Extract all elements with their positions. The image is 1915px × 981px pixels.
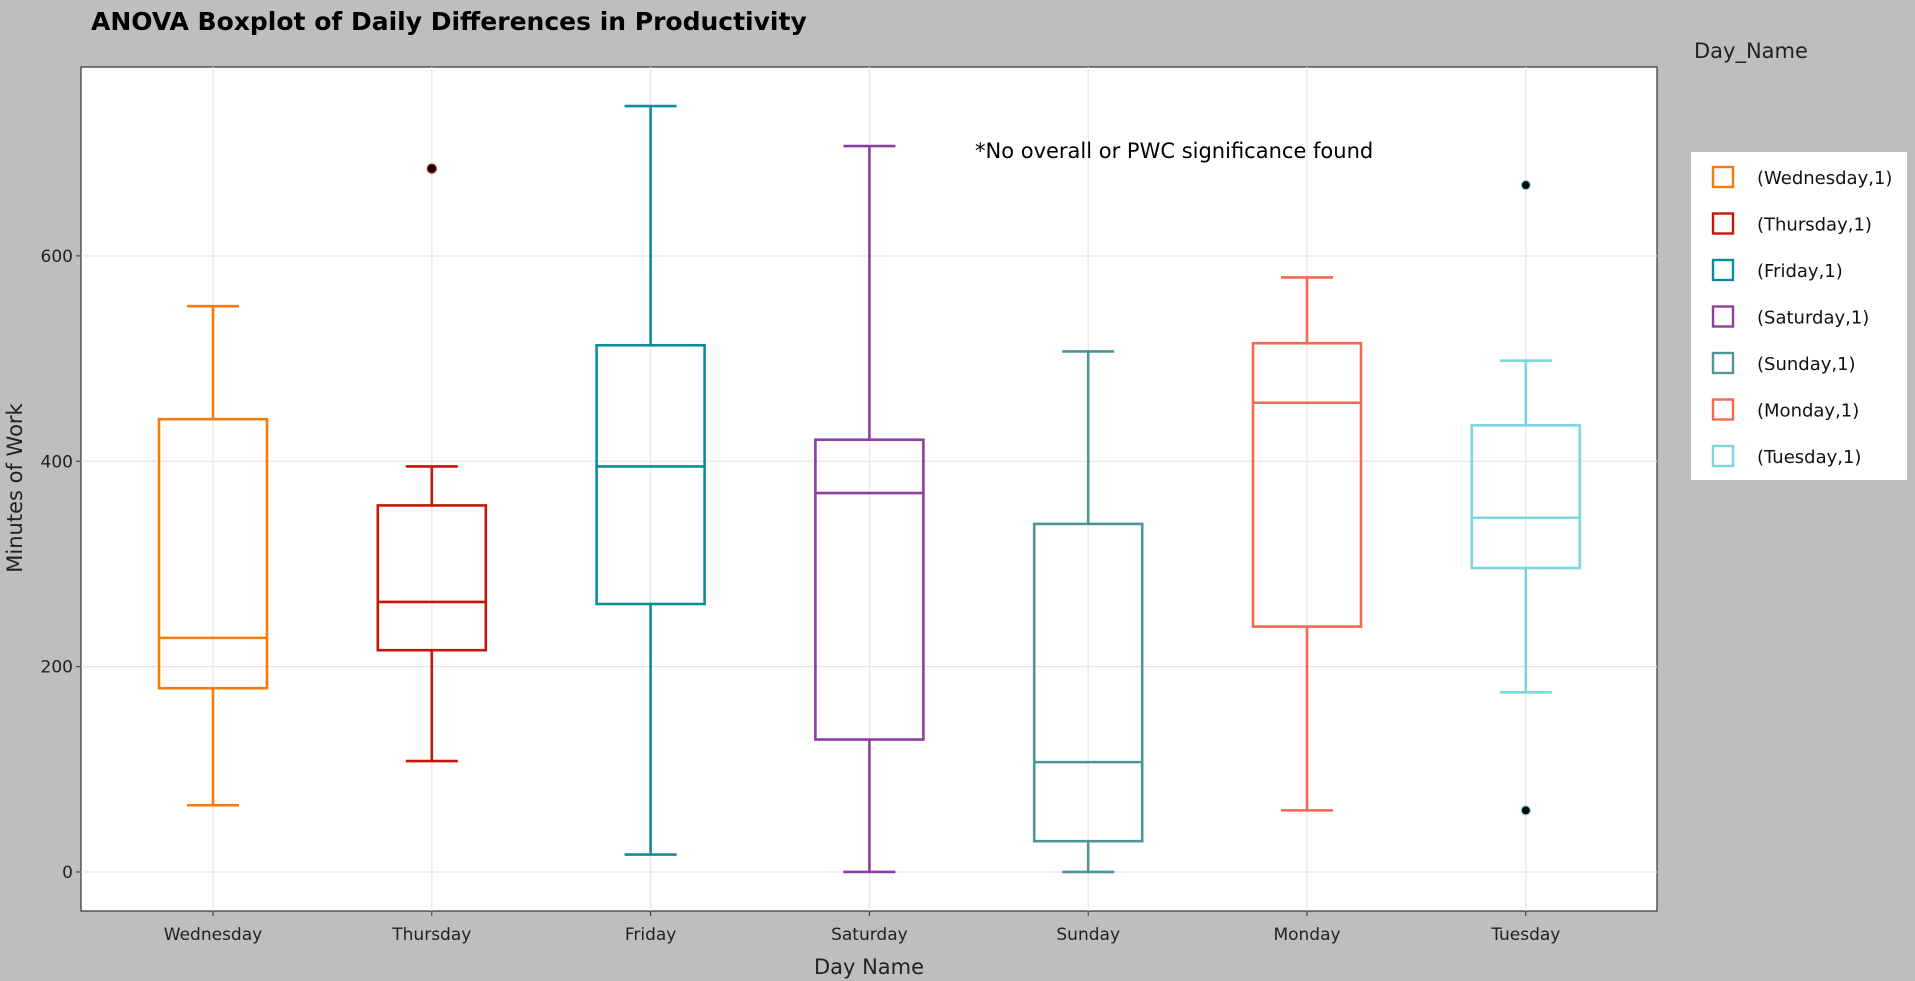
box-monday [1251, 341, 1363, 628]
x-tick-label: Saturday [831, 925, 908, 945]
outlier-point [1520, 805, 1531, 816]
box-thursday [376, 504, 488, 652]
y-tick-label: 600 [41, 247, 73, 267]
legend-label: (Monday,1) [1757, 401, 1859, 422]
legend-swatch [1711, 305, 1735, 328]
y-tick-label: 0 [62, 863, 73, 883]
legend-swatch [1711, 444, 1735, 468]
box-wednesday [157, 417, 269, 690]
x-axis-title: Day Name [814, 955, 924, 979]
box-sunday [1032, 522, 1144, 843]
chart-title: ANOVA Boxplot of Daily Differences in Pr… [91, 7, 807, 36]
legend-label: (Tuesday,1) [1757, 447, 1861, 468]
legend-box [1691, 152, 1907, 480]
y-tick-label: 200 [41, 658, 73, 678]
legend-swatch [1711, 258, 1735, 282]
legend-swatch [1711, 351, 1735, 375]
legend-swatch [1711, 165, 1735, 189]
box-saturday [814, 438, 925, 741]
box-marks [157, 104, 1582, 874]
legend-label: (Wednesday,1) [1757, 168, 1892, 189]
y-tick-label: 400 [41, 452, 73, 472]
x-tick-label: Thursday [391, 925, 471, 945]
x-tick-label: Sunday [1056, 925, 1120, 945]
x-tick-label: Tuesday [1490, 925, 1560, 945]
outlier-point [1520, 179, 1531, 191]
legend-swatch [1711, 398, 1735, 421]
legend-label: (Saturday,1) [1757, 308, 1869, 329]
legend-label: (Friday,1) [1757, 261, 1843, 282]
axis-ticks: 0 200 400 600 Wednesday Thursday Friday Saturda… [41, 247, 1561, 945]
legend: (Wednesday,1) (Thursday,1) (Friday,1) (Satu… [1711, 165, 1892, 468]
outlier-point [426, 163, 437, 174]
legend-label: (Thursday,1) [1757, 215, 1872, 236]
annotation-text: *No overall or PWC significance found [975, 139, 1373, 163]
box-tuesday [1470, 424, 1582, 570]
legend-label: (Sunday,1) [1757, 354, 1856, 375]
legend-title: Day_Name [1694, 39, 1808, 64]
box-friday [595, 343, 706, 606]
x-tick-label: Monday [1273, 925, 1340, 945]
y-axis-title: Minutes of Work [3, 402, 27, 572]
legend-swatch [1711, 212, 1735, 235]
x-tick-label: Wednesday [164, 925, 262, 945]
x-tick-label: Friday [625, 925, 677, 945]
